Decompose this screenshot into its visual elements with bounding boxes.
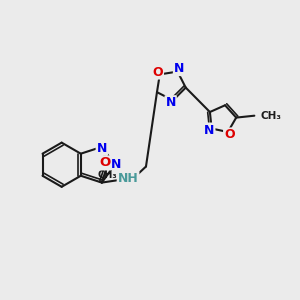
Text: NH: NH: [118, 172, 138, 185]
Text: N: N: [204, 124, 214, 136]
Text: N: N: [174, 62, 184, 75]
Text: N: N: [111, 158, 122, 171]
Text: CH₃: CH₃: [261, 111, 282, 121]
Text: O: O: [224, 128, 235, 141]
Text: O: O: [152, 65, 163, 79]
Text: N: N: [97, 142, 107, 155]
Text: CH₃: CH₃: [97, 169, 117, 180]
Text: O: O: [99, 156, 110, 170]
Text: N: N: [166, 96, 176, 109]
